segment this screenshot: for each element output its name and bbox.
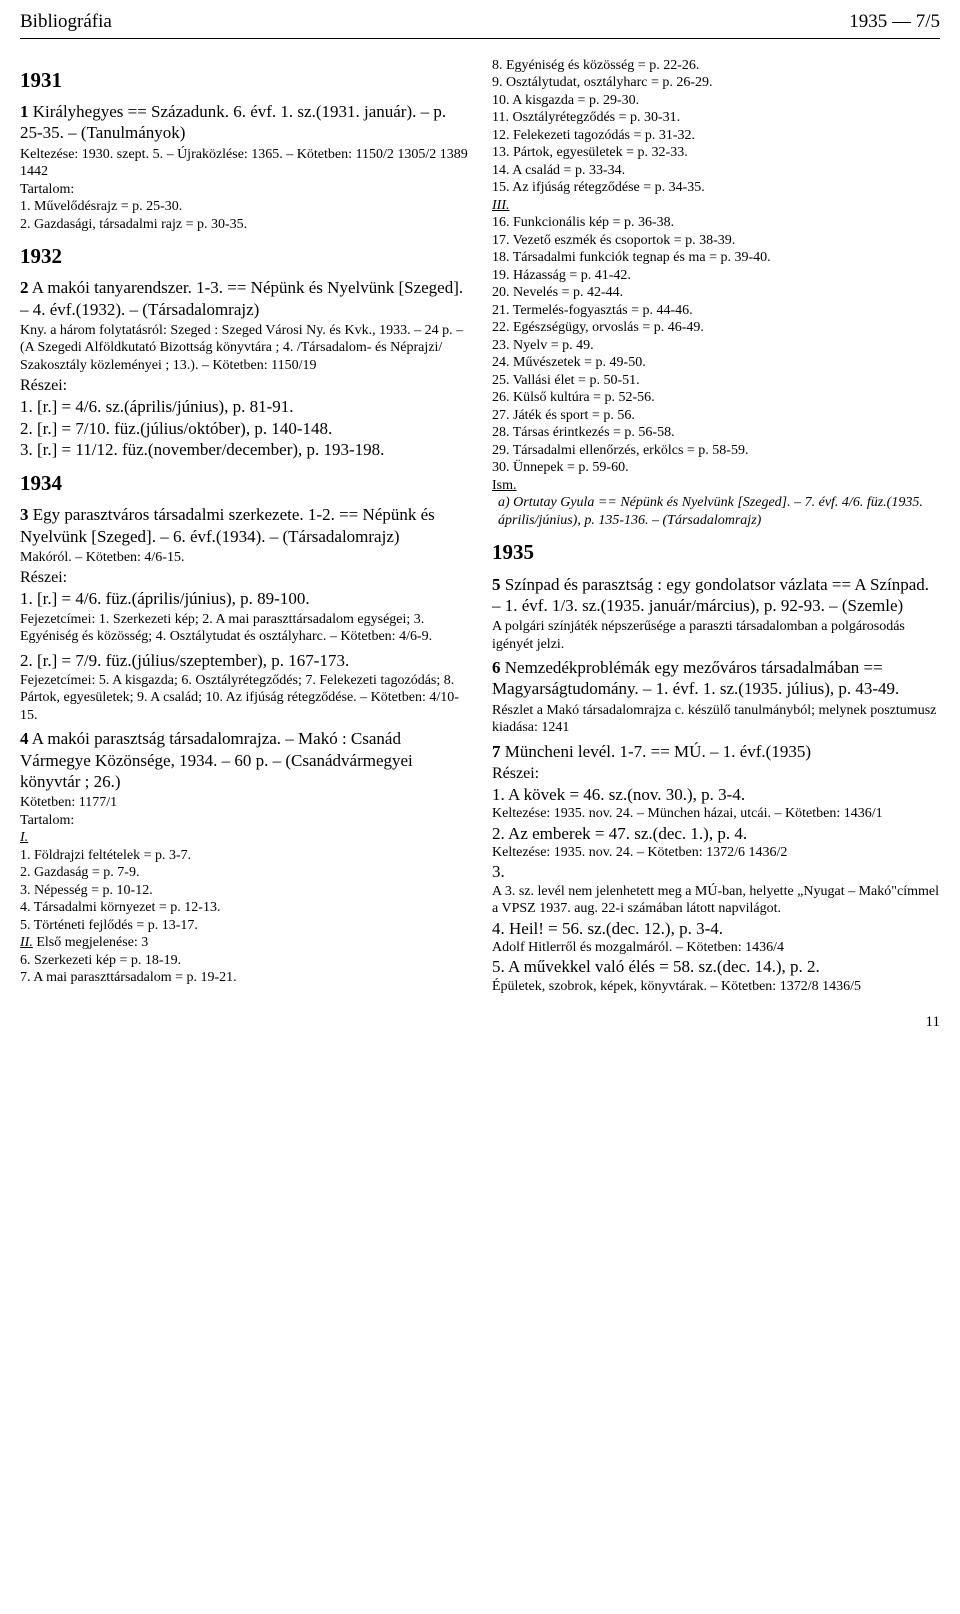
tart-line: 9. Osztálytudat, osztályharc = p. 26-29. — [492, 74, 940, 92]
tart-line: 23. Nyelv = p. 49. — [492, 337, 940, 355]
tart-line: 29. Társadalmi ellenőrzés, erkölcs = p. … — [492, 442, 940, 460]
tart-line: 25. Vallási élet = p. 50-51. — [492, 372, 940, 390]
entry-num: 2 — [20, 278, 29, 297]
tart-line: 21. Termelés-fogyasztás = p. 44-46. — [492, 302, 940, 320]
entry-2-title: 2 A makói tanyarendszer. 1-3. == Népünk … — [20, 277, 468, 320]
entry-1-kelt: Keltezése: 1930. szept. 5. – Újraközlése… — [20, 146, 468, 181]
part-line: 2. [r.] = 7/9. füz.(július/szeptember), … — [20, 650, 468, 671]
header-left: Bibliográfia — [20, 10, 112, 34]
entry-5-kelt: A polgári színjáték népszerűsége a paras… — [492, 618, 940, 653]
entry-3-title: 3 Egy parasztváros társadalmi szerkezete… — [20, 504, 468, 547]
tart-line: 2. Gazdaság = p. 7-9. — [20, 864, 468, 882]
section-II: II. Első megjelenése: 3 — [20, 934, 468, 952]
part-line: 2. [r.] = 7/10. füz.(július/október), p.… — [20, 418, 468, 439]
tart-line: 28. Társas érintkezés = p. 56-58. — [492, 424, 940, 442]
entry-1-tart-hdr: Tartalom: — [20, 181, 468, 199]
part-line: 1. A kövek = 46. sz.(nov. 30.), p. 3-4. — [492, 784, 940, 805]
parts-header: Részei: — [20, 376, 468, 396]
tart-line: 20. Nevelés = p. 42-44. — [492, 284, 940, 302]
tart-line: 4. Társadalmi környezet = p. 12-13. — [20, 899, 468, 917]
entry-1-title: 1 Királyhegyes == Századunk. 6. évf. 1. … — [20, 101, 468, 144]
right-column: 8. Egyéniség és közösség = p. 22-26. 9. … — [492, 57, 940, 995]
tart-line: 1. Művelődésrajz = p. 25-30. — [20, 198, 468, 216]
entry-4-kelt: Kötetben: 1177/1 — [20, 794, 468, 812]
part-line: 3. — [492, 861, 940, 882]
header-rule — [20, 38, 940, 39]
year-1935: 1935 — [492, 539, 940, 565]
tart-line: 27. Játék és sport = p. 56. — [492, 407, 940, 425]
entry-num: 5 — [492, 575, 501, 594]
tart-line: 11. Osztályrétegződés = p. 30-31. — [492, 109, 940, 127]
tart-line: 14. A család = p. 33-34. — [492, 162, 940, 180]
page-number: 11 — [20, 1013, 940, 1032]
ism-header: Ism. — [492, 477, 940, 495]
tart-line: 12. Felekezeti tagozódás = p. 31-32. — [492, 127, 940, 145]
tart-line: 7. A mai paraszttársadalom = p. 19-21. — [20, 969, 468, 987]
kelt-line: Keltezése: 1935. nov. 24. – München háza… — [492, 805, 940, 823]
tart-line: 22. Egészségügy, orvoslás = p. 46-49. — [492, 319, 940, 337]
tart-line: 10. A kisgazda = p. 29-30. — [492, 92, 940, 110]
part-line: 5. A művekkel való élés = 58. sz.(dec. 1… — [492, 956, 940, 977]
kelt-line: A 3. sz. levél nem jelenhetett meg a MÚ-… — [492, 883, 940, 918]
entry-6-title: 6 Nemzedékproblémák egy mezőváros társad… — [492, 657, 940, 700]
section-III: III. — [492, 197, 940, 215]
tart-line: 5. Történeti fejlődés = p. 13-17. — [20, 917, 468, 935]
part-line: 1. [r.] = 4/6. füz.(április/június), p. … — [20, 588, 468, 609]
part-line: 3. [r.] = 11/12. füz.(november/december)… — [20, 439, 468, 460]
fejezet-line: Fejezetcímei: 5. A kisgazda; 6. Osztályr… — [20, 672, 468, 725]
page-header: Bibliográfia 1935 — 7/5 — [20, 10, 940, 34]
entry-num: 1 — [20, 102, 29, 121]
header-right: 1935 — 7/5 — [849, 10, 940, 34]
entry-2-kelt: Kny. a három folytatásról: Szeged : Szeg… — [20, 322, 468, 375]
entry-7-title: 7 Müncheni levél. 1-7. == MÚ. – 1. évf.(… — [492, 741, 940, 762]
tart-line: 16. Funkcionális kép = p. 36-38. — [492, 214, 940, 232]
part-line: 1. [r.] = 4/6. sz.(április/június), p. 8… — [20, 396, 468, 417]
tart-line: 15. Az ifjúság rétegződése = p. 34-35. — [492, 179, 940, 197]
tart-line: 1. Földrajzi feltételek = p. 3-7. — [20, 847, 468, 865]
tart-line: 30. Ünnepek = p. 59-60. — [492, 459, 940, 477]
tart-line: 18. Társadalmi funkciók tegnap és ma = p… — [492, 249, 940, 267]
tart-line: 17. Vezető eszmék és csoportok = p. 38-3… — [492, 232, 940, 250]
part-line: 2. Az emberek = 47. sz.(dec. 1.), p. 4. — [492, 823, 940, 844]
kelt-line: Épületek, szobrok, képek, könyvtárak. – … — [492, 978, 940, 996]
entry-num: 4 — [20, 729, 29, 748]
ism-text: a) Ortutay Gyula == Népünk és Nyelvünk [… — [492, 494, 940, 529]
tart-line: 24. Művészetek = p. 49-50. — [492, 354, 940, 372]
kelt-line: Adolf Hitlerről és mozgalmáról. – Kötetb… — [492, 939, 940, 957]
entry-4-tart-hdr: Tartalom: — [20, 812, 468, 830]
tart-line: 2. Gazdasági, társadalmi rajz = p. 30-35… — [20, 216, 468, 234]
entry-6-kelt: Részlet a Makó társadalomrajza c. készül… — [492, 702, 940, 737]
tart-line: 6. Szerkezeti kép = p. 18-19. — [20, 952, 468, 970]
year-1931: 1931 — [20, 67, 468, 93]
entry-num: 7 — [492, 742, 501, 761]
content-columns: 1931 1 Királyhegyes == Századunk. 6. évf… — [20, 57, 940, 995]
entry-num: 6 — [492, 658, 501, 677]
tart-line: 13. Pártok, egyesületek = p. 32-33. — [492, 144, 940, 162]
entry-3-kelt: Makóról. – Kötetben: 4/6-15. — [20, 549, 468, 567]
entry-4-title: 4 A makói parasztság társadalomrajza. – … — [20, 728, 468, 792]
part-line: 4. Heil! = 56. sz.(dec. 12.), p. 3-4. — [492, 918, 940, 939]
year-1932: 1932 — [20, 243, 468, 269]
entry-5-title: 5 Színpad és parasztság : egy gondolatso… — [492, 574, 940, 617]
section-I: I. — [20, 829, 468, 847]
entry-num: 3 — [20, 505, 29, 524]
kelt-line: Keltezése: 1935. nov. 24. – Kötetben: 13… — [492, 844, 940, 862]
tart-line: 8. Egyéniség és közösség = p. 22-26. — [492, 57, 940, 75]
left-column: 1931 1 Királyhegyes == Századunk. 6. évf… — [20, 57, 468, 995]
tart-line: 3. Népesség = p. 10-12. — [20, 882, 468, 900]
year-1934: 1934 — [20, 470, 468, 496]
tart-line: 19. Házasság = p. 41-42. — [492, 267, 940, 285]
fejezet-line: Fejezetcímei: 1. Szerkezeti kép; 2. A ma… — [20, 611, 468, 646]
parts-header: Részei: — [20, 568, 468, 588]
tart-line: 26. Külső kultúra = p. 52-56. — [492, 389, 940, 407]
parts-header: Részei: — [492, 764, 940, 784]
